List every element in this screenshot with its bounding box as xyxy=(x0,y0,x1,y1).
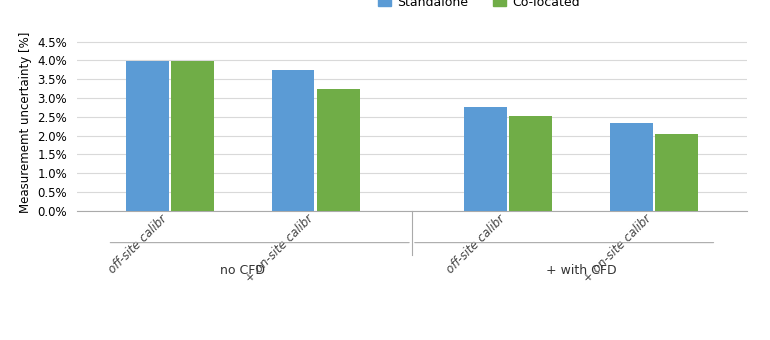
Text: + with CFD: + with CFD xyxy=(546,264,617,277)
Bar xyxy=(655,134,698,211)
Text: + on-site calibr: + on-site calibr xyxy=(581,212,654,285)
Bar xyxy=(510,116,552,211)
Text: no CFD: no CFD xyxy=(220,264,266,277)
Text: off-site calibr: off-site calibr xyxy=(444,212,508,276)
Bar xyxy=(272,70,314,211)
Bar xyxy=(611,123,653,211)
Legend: Standalone, Co-located: Standalone, Co-located xyxy=(373,0,584,14)
Text: off-site calibr: off-site calibr xyxy=(106,212,170,276)
Text: + on-site calibr: + on-site calibr xyxy=(243,212,316,285)
Bar xyxy=(464,107,507,211)
Bar xyxy=(171,62,213,211)
Y-axis label: Measurememt uncertainty [%]: Measurememt uncertainty [%] xyxy=(19,32,32,213)
Bar xyxy=(126,62,169,211)
Bar xyxy=(317,88,360,211)
